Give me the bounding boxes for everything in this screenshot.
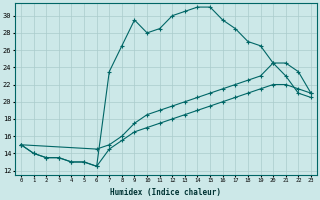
- X-axis label: Humidex (Indice chaleur): Humidex (Indice chaleur): [110, 188, 221, 197]
